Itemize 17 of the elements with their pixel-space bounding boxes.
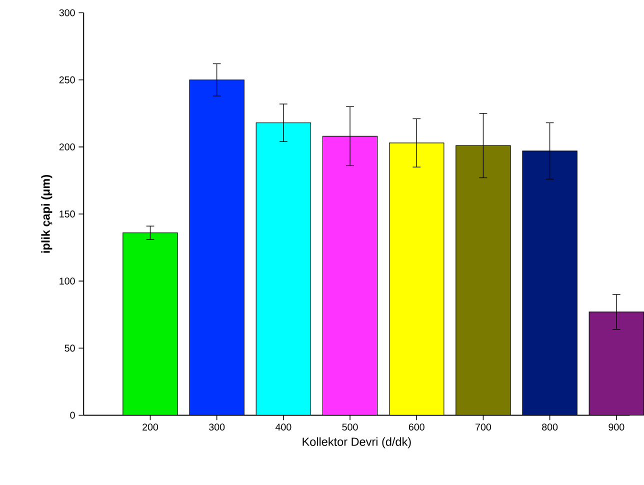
y-tick-label: 100 <box>60 278 75 285</box>
y-tick-label: 50 <box>64 344 75 352</box>
y-axis-title: iplik çapi (μm) <box>41 175 52 253</box>
x-tick-label: 900 <box>608 424 624 431</box>
x-axis-title: Kollektor Devri (d/dk) <box>302 437 411 448</box>
x-tick-label: 500 <box>342 424 358 431</box>
x-tick-label: 300 <box>209 424 225 431</box>
x-tick-label: 800 <box>542 424 558 431</box>
y-tick-label: 250 <box>59 76 75 84</box>
x-tick-label: 400 <box>275 424 292 431</box>
x-tick-label: 600 <box>408 424 424 431</box>
y-tick-label: 200 <box>59 143 75 150</box>
y-tick-label: 150 <box>60 210 75 218</box>
y-tick-label: 300 <box>59 9 75 16</box>
x-tick-label: 200 <box>142 424 158 431</box>
y-tick-label: 0 <box>70 412 75 419</box>
x-tick-label: 700 <box>476 424 492 431</box>
